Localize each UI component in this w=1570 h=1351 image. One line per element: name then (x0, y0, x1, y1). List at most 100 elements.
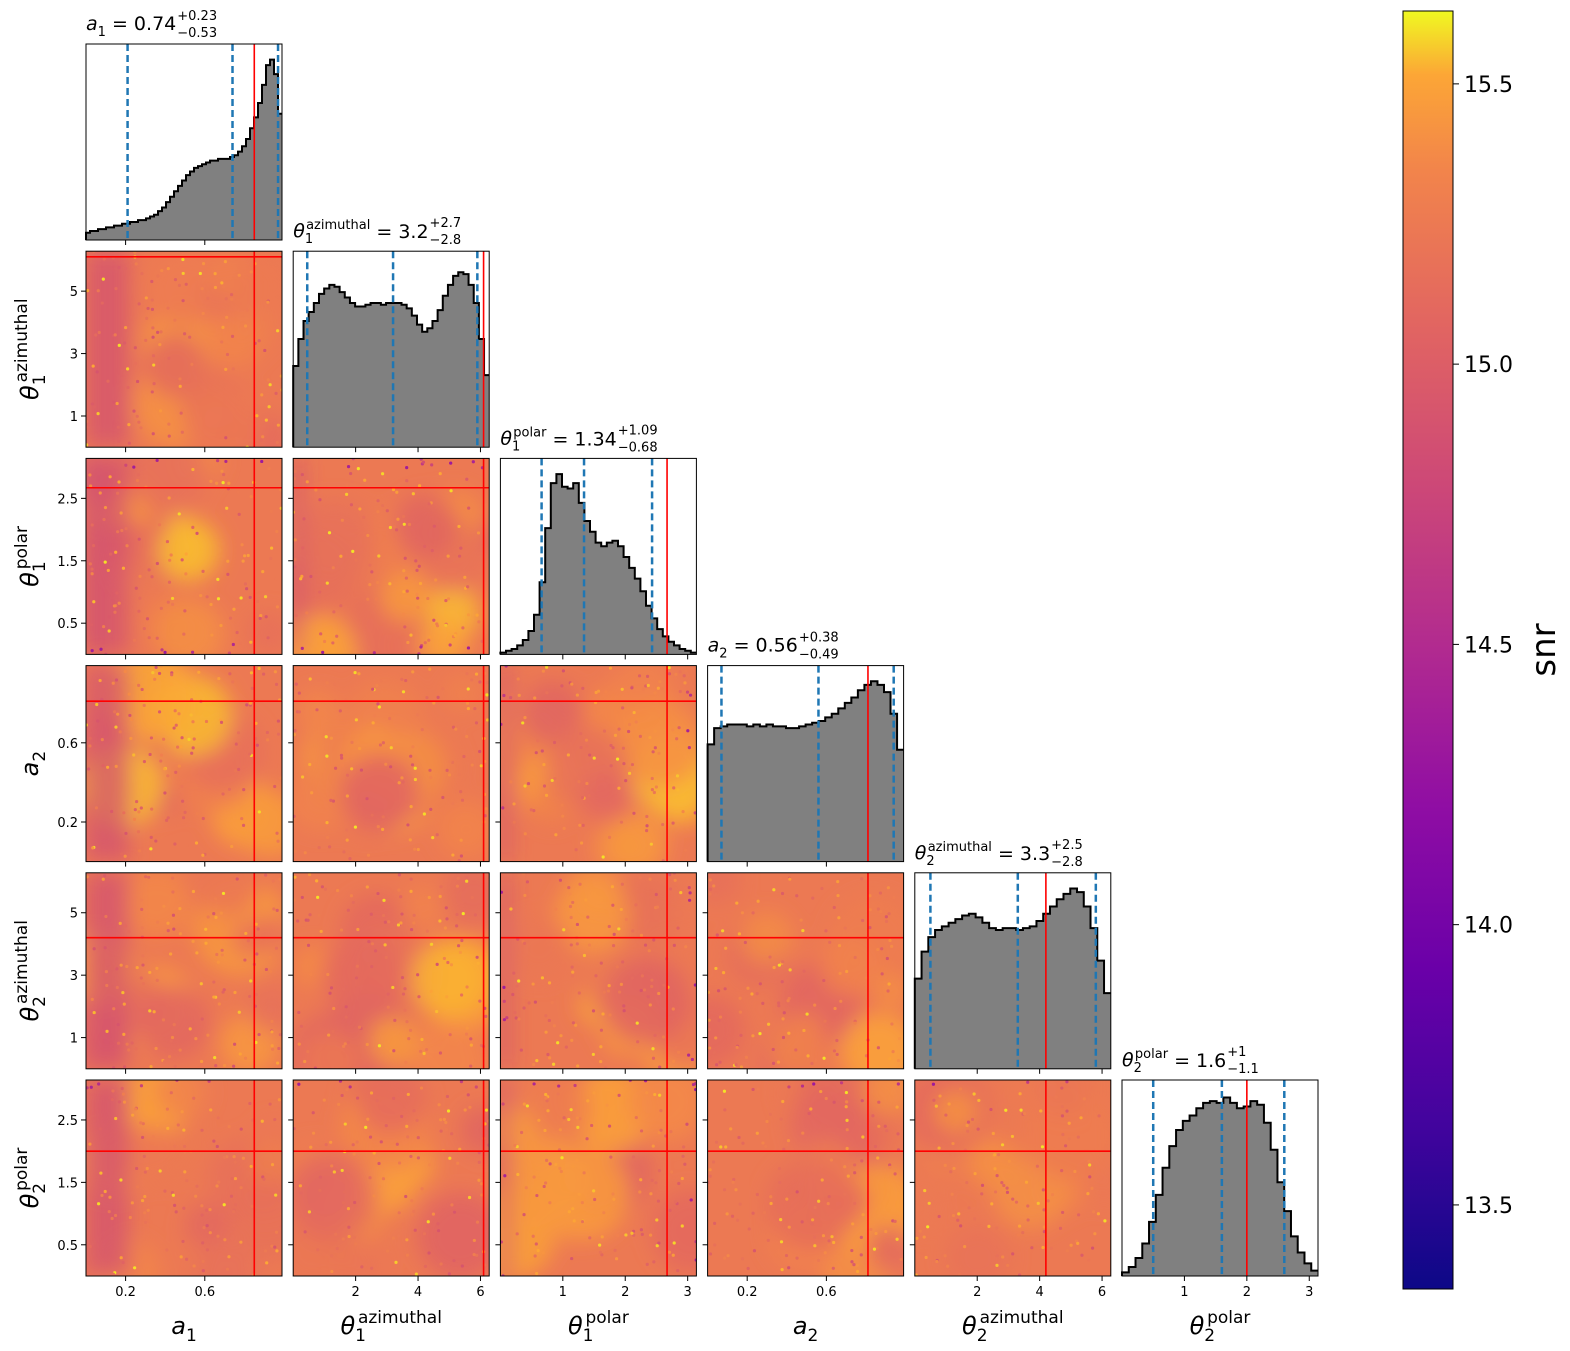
scatter-point (738, 996, 742, 1000)
scatter-point (234, 1203, 238, 1207)
scatter-point (338, 945, 342, 949)
scatter-point (213, 897, 218, 901)
scatter-point (419, 458, 423, 461)
scatter-point (845, 1146, 849, 1151)
histogram-fill (914, 888, 1111, 1069)
scatter-point (401, 992, 406, 996)
scatter-point (191, 746, 195, 750)
scatter-point (405, 589, 409, 593)
scatter-point (267, 405, 271, 409)
scatter-point (441, 1208, 445, 1212)
scatter-point (464, 1032, 469, 1036)
scatter-point (92, 600, 96, 604)
scatter-point (222, 1203, 226, 1207)
scatter-point (319, 632, 323, 636)
scatter-point (88, 744, 92, 748)
histogram-panel-theta1_pol: θ1polar​ = 1.34+1.09−0.68 (499, 423, 697, 660)
scatter-point (230, 297, 234, 301)
scatter-point (200, 1017, 204, 1021)
scatter-point (370, 965, 374, 969)
panel-frame (707, 1079, 905, 1277)
scatter-point (116, 1023, 120, 1027)
scatter-point (650, 776, 654, 781)
scatter-point (98, 491, 102, 495)
scatter-point (864, 976, 868, 980)
scatter-point (442, 1117, 446, 1121)
histogram-edge (292, 271, 490, 448)
scatter-point (368, 583, 372, 587)
scatter-point (540, 749, 544, 753)
scatter-point (113, 610, 117, 614)
scatter-point (111, 1089, 115, 1093)
scatter-point (594, 690, 598, 695)
density-blob (237, 791, 282, 858)
x-tick-label: 3 (684, 1285, 692, 1300)
scatter-point (224, 297, 228, 301)
scatter-point (237, 273, 241, 277)
scatter-point (441, 687, 445, 691)
scatter-point (173, 842, 177, 846)
scatter-point (95, 702, 99, 707)
scatter-point (159, 330, 163, 334)
scatter-point (470, 678, 474, 682)
scatter-point (787, 1225, 791, 1229)
scatter-point (351, 900, 355, 905)
scatter-point (428, 1163, 432, 1167)
scatter-point (667, 1250, 672, 1254)
scatter-point (683, 681, 687, 685)
scatter-point (474, 672, 479, 676)
scatter-point (545, 665, 549, 669)
scatter-point (859, 1235, 863, 1239)
scatter-point (890, 1022, 894, 1026)
scatter-point (630, 1231, 634, 1235)
scatter-point (454, 727, 458, 731)
scatter-point (242, 554, 247, 558)
scatter-point (242, 765, 247, 769)
scatter-point (200, 1128, 204, 1132)
density-blob (581, 771, 633, 822)
scatter-point (307, 1210, 312, 1214)
scatter-point (243, 1056, 248, 1060)
scatter-point (201, 311, 205, 316)
scatter-point (345, 838, 349, 842)
density-blob (668, 891, 697, 939)
scatter-point (779, 876, 783, 880)
scatter-point (809, 1107, 813, 1111)
scatter-point (132, 817, 137, 821)
scatter-point (263, 595, 268, 599)
y-tick-label: 5 (70, 907, 78, 922)
scatter-point (106, 765, 110, 769)
scatter-density (500, 872, 697, 1069)
scatter-point (86, 307, 91, 311)
scatter-point (173, 278, 178, 282)
scatter-point (165, 1248, 169, 1252)
scatter-point (335, 634, 339, 638)
scatter-point (255, 489, 259, 494)
scatter-point (419, 1086, 424, 1090)
scatter-points (707, 1081, 903, 1274)
scatter-panel-theta1_pol-vs-theta1_az (288, 457, 490, 660)
scatter-point (355, 1096, 360, 1100)
scatter-point (178, 907, 182, 911)
density-blob (607, 813, 668, 862)
scatter-point (350, 767, 354, 771)
scatter-point (86, 1086, 89, 1090)
scatter-point (273, 784, 277, 789)
scatter-point (584, 738, 589, 742)
scatter-point (278, 1033, 282, 1037)
scatter-point (432, 618, 436, 622)
scatter-point (810, 1061, 814, 1066)
scatter-point (310, 791, 314, 795)
scatter-point (306, 1050, 310, 1054)
scatter-point (217, 676, 221, 681)
scatter-point (560, 803, 564, 807)
scatter-point (1039, 1109, 1043, 1113)
scatter-point (204, 927, 208, 931)
scatter-point (275, 1249, 279, 1253)
scatter-point (241, 1156, 245, 1160)
scatter-point (381, 741, 385, 745)
scatter-point (216, 960, 220, 964)
scatter-point (248, 701, 253, 705)
scatter-point (225, 315, 229, 319)
scatter-point (181, 816, 186, 820)
